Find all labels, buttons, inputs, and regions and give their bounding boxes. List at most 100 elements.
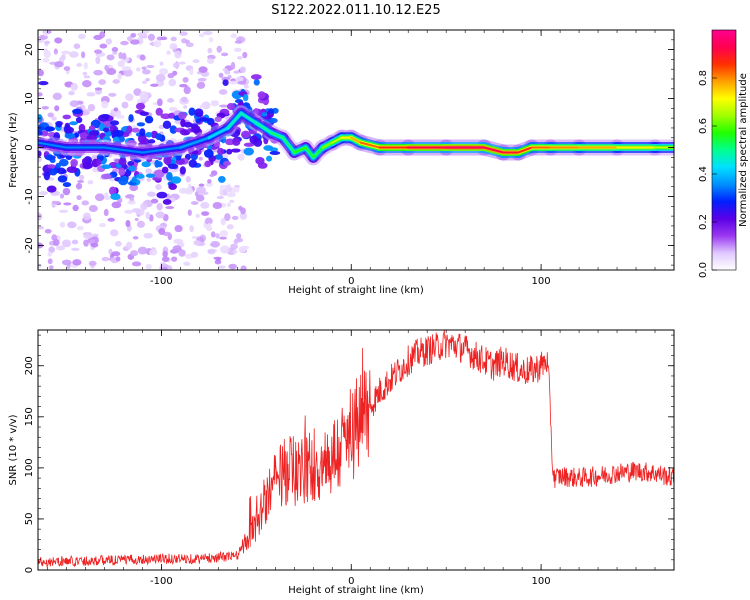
- spectrogram-noise-blob: [53, 48, 58, 55]
- spectrogram-noise-blob: [38, 69, 44, 77]
- spectrogram-noise-blob: [215, 257, 221, 262]
- spectrogram-noise-blob: [198, 33, 205, 38]
- spectrogram-noise-blob: [226, 192, 236, 198]
- spectrogram-noise-blob: [237, 56, 243, 60]
- spectrogram-noise-blob: [91, 233, 99, 237]
- spectrogram-noise-blob: [98, 79, 107, 85]
- spectrogram-noise-blob: [101, 256, 110, 262]
- spectrogram-ridge-segment-layer-4: [483, 146, 505, 154]
- spectrogram-noise-blob: [236, 233, 242, 239]
- spectrogram-noise-blob: [172, 62, 180, 69]
- spectrogram-noise-blob: [174, 224, 183, 233]
- spectrogram-noise-blob: [87, 180, 94, 185]
- spectrogram-noise-blob: [230, 61, 236, 70]
- spectrogram-noise-blob: [47, 258, 53, 265]
- spectrogram-y-tick-label: -20: [24, 237, 35, 253]
- spectrogram-noise-blobs: [38, 30, 281, 270]
- spectrogram-noise-blob: [219, 104, 229, 108]
- spectrogram-band-blob: [58, 151, 66, 159]
- spectrogram-noise-blob: [42, 48, 48, 52]
- spectrogram-x-tick-label: 0: [348, 276, 354, 287]
- spectrogram-noise-blob: [51, 200, 61, 205]
- spectrogram-noise-blob: [58, 209, 69, 214]
- spectrogram-band-blob: [49, 168, 58, 176]
- spectrogram-noise-blob: [130, 250, 139, 257]
- spectrogram-noise-blob: [216, 45, 223, 53]
- spectrogram-noise-blob: [118, 52, 124, 59]
- spectrogram-noise-blob: [239, 66, 246, 74]
- spectrogram-noise-blob: [199, 104, 207, 109]
- spectrogram-noise-blob: [38, 191, 48, 196]
- spectrogram-noise-blob: [61, 50, 71, 55]
- spectrogram-noise-blob: [150, 83, 159, 87]
- spectrogram-noise-blob: [207, 249, 216, 255]
- spectrogram-noise-blob: [143, 200, 150, 205]
- spectrogram-band-blob: [243, 147, 254, 156]
- spectrogram-noise-blob: [94, 87, 103, 91]
- spectrogram-y-tick-label: 10: [24, 92, 35, 105]
- spectrogram-noise-blob: [103, 192, 109, 199]
- spectrogram-noise-blob: [206, 58, 215, 64]
- spectrogram-noise-blob: [117, 60, 125, 68]
- spectrogram-band-blob: [188, 107, 196, 116]
- spectrogram-noise-blob: [195, 194, 205, 202]
- spectrogram-noise-blob: [109, 177, 116, 182]
- spectrogram-noise-blob: [129, 39, 140, 45]
- spectrogram-band-blob: [135, 102, 146, 110]
- spectrogram-noise-blob: [99, 43, 108, 49]
- snr-y-tick-label: 100: [24, 458, 35, 477]
- spectrogram-noise-blob: [229, 199, 235, 203]
- spectrogram-band-blob: [55, 121, 63, 128]
- spectrogram-noise-blob: [158, 227, 166, 236]
- spectrogram-ridge-segment-layer-4: [255, 122, 273, 134]
- spectrogram-ridge-segment-layer-4: [517, 146, 533, 154]
- spectrogram-band-blob: [162, 198, 172, 205]
- spectrogram-band-blob: [180, 118, 186, 128]
- spectrogram-band-blob: [38, 80, 49, 86]
- spectrogram-noise-blob: [111, 201, 122, 209]
- spectrogram-band-blob: [214, 116, 222, 123]
- spectrogram-noise-blob: [174, 50, 182, 59]
- spectrogram-band-blob: [162, 120, 172, 129]
- spectrogram-noise-blob: [166, 50, 171, 55]
- spectrogram-noise-blob: [219, 188, 224, 197]
- snr-y-tick-label: 0: [24, 567, 35, 573]
- spectrogram-noise-blob: [207, 179, 212, 184]
- colorbar-tick-label: 0.4: [698, 166, 709, 182]
- spectrogram-noise-blob: [103, 208, 109, 217]
- spectrogram-band-blob: [179, 166, 186, 175]
- spectrogram-noise-blob: [99, 31, 106, 39]
- spectrogram-noise-blob: [181, 96, 188, 103]
- spectrogram-band-blob: [188, 159, 198, 168]
- colorbar-gradient: [712, 30, 736, 270]
- spectrogram-noise-blob: [221, 52, 229, 57]
- spectrogram-band-blob: [163, 155, 172, 165]
- spectrogram-band-blob: [268, 108, 274, 114]
- colorbar-tick-label: 0.0: [698, 262, 709, 278]
- spectrogram-band-blob: [148, 139, 156, 144]
- spectrogram-noise-blob: [150, 198, 159, 204]
- spectrogram-noise-blob: [38, 263, 42, 269]
- spectrogram-noise-blob: [101, 100, 109, 109]
- spectrogram-noise-blob: [79, 174, 85, 181]
- spectrogram-noise-blob: [105, 38, 113, 45]
- spectrogram-noise-blob: [234, 40, 242, 44]
- spectrogram-band-blob: [154, 159, 160, 168]
- spectrogram-band-blob: [44, 154, 55, 161]
- spectrogram-band-blob: [217, 175, 226, 183]
- spectrogram-y-tick-label: 0: [24, 144, 35, 150]
- spectrogram-noise-blob: [210, 101, 220, 107]
- spectrogram-ridge-segment-layer-4: [312, 146, 324, 159]
- spectrogram-noise-blob: [143, 232, 153, 239]
- spectrogram-y-axis-label: Frequency (Hz): [8, 112, 19, 188]
- spectrogram-band-blob: [53, 132, 61, 141]
- spectrogram-band-blob: [118, 167, 126, 176]
- spectrogram-band-blob: [139, 111, 149, 116]
- spectrogram-noise-blob: [122, 52, 127, 60]
- snr-y-axis-label: SNR (10 * v/v): [8, 414, 19, 485]
- spectrogram-band-blob: [46, 185, 57, 193]
- spectrogram-ridge-segment-layer-4: [304, 146, 315, 159]
- spectrogram-noise-blob: [47, 251, 53, 257]
- spectrogram-band-blob: [70, 158, 78, 167]
- spectrogram-band-blob: [217, 147, 225, 156]
